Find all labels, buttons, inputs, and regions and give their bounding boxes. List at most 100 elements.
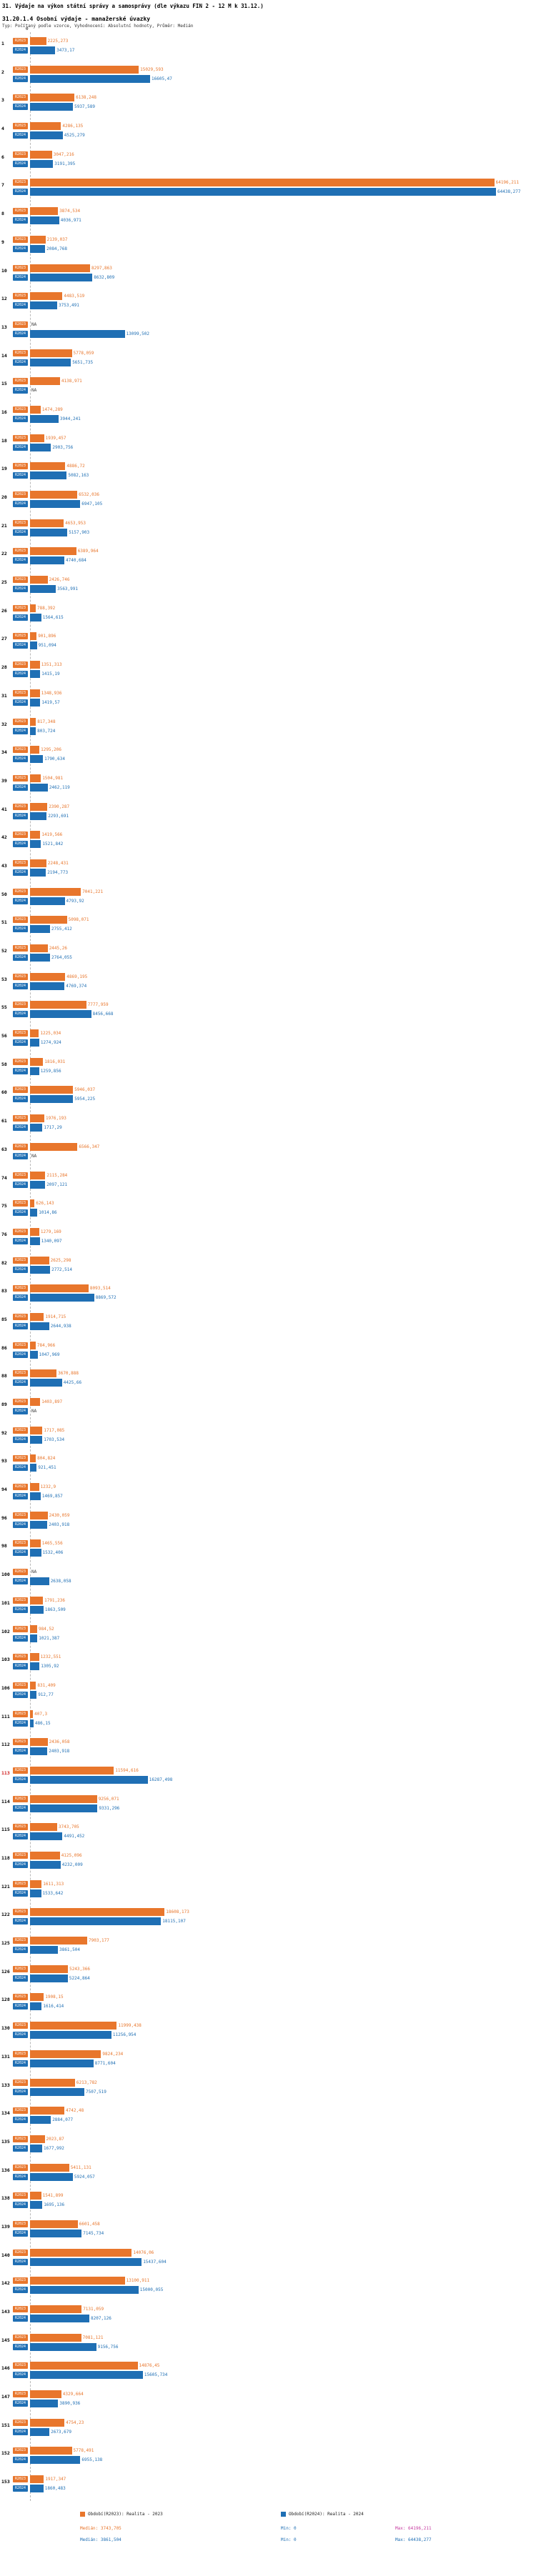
bar-r2023[interactable] [30, 972, 66, 981]
bar-r2023[interactable] [30, 1256, 49, 1264]
bar-r2023[interactable] [30, 689, 40, 697]
bar-r2024[interactable] [30, 1237, 40, 1245]
legend-item-r2023[interactable]: Období(R2023): Realita - 2023 [80, 2512, 163, 2517]
bar-r2023[interactable] [30, 491, 78, 499]
bar-r2024[interactable] [30, 1861, 61, 1869]
bar-r2023[interactable] [30, 2362, 138, 2370]
bar-r2023[interactable] [30, 2447, 72, 2455]
bar-r2023[interactable] [30, 1199, 35, 1208]
bar-r2024[interactable] [30, 2257, 142, 2266]
bar-r2024[interactable] [30, 1010, 91, 1019]
bar-r2023[interactable] [30, 2277, 125, 2285]
bar-r2023[interactable] [30, 717, 36, 726]
bar-r2023[interactable] [30, 831, 41, 839]
bar-r2024[interactable] [30, 273, 93, 281]
bar-r2023[interactable] [30, 1596, 44, 1604]
bar-r2024[interactable] [30, 1549, 41, 1557]
bar-r2024[interactable] [30, 216, 59, 225]
bar-r2023[interactable] [30, 2163, 69, 2172]
bar-r2023[interactable] [30, 944, 48, 952]
bar-r2024[interactable] [30, 1067, 39, 1075]
bar-r2024[interactable] [30, 954, 50, 962]
bar-r2023[interactable] [30, 1794, 97, 1803]
bar-r2023[interactable] [30, 1738, 48, 1747]
bar-r2024[interactable] [30, 414, 59, 423]
bar-r2023[interactable] [30, 292, 63, 301]
bar-r2024[interactable] [30, 1209, 38, 1217]
bar-r2024[interactable] [30, 244, 46, 253]
bar-r2023[interactable] [30, 434, 44, 442]
bar-r2023[interactable] [30, 462, 66, 471]
bar-r2023[interactable] [30, 1284, 89, 1293]
bar-r2023[interactable] [30, 1227, 39, 1236]
bar-r2023[interactable] [30, 150, 52, 159]
bar-r2024[interactable] [30, 783, 48, 792]
bar-r2024[interactable] [30, 585, 56, 594]
bar-r2024[interactable] [30, 329, 125, 338]
bar-r2023[interactable] [30, 1426, 43, 1434]
bar-r2023[interactable] [30, 2248, 132, 2257]
bar-r2024[interactable] [30, 840, 41, 849]
bar-r2024[interactable] [30, 727, 36, 735]
bar-r2024[interactable] [30, 1719, 34, 1727]
bar-r2023[interactable] [30, 916, 67, 924]
bar-r2024[interactable] [30, 1464, 37, 1472]
bar-r2024[interactable] [30, 982, 65, 990]
bar-r2023[interactable] [30, 377, 60, 386]
bar-r2024[interactable] [30, 1294, 94, 1302]
bar-r2023[interactable] [30, 1709, 34, 1718]
bar-r2023[interactable] [30, 1823, 57, 1832]
bar-r2024[interactable] [30, 1634, 38, 1642]
bar-r2023[interactable] [30, 2078, 75, 2087]
bar-r2024[interactable] [30, 1379, 62, 1387]
bar-r2024[interactable] [30, 2087, 84, 2096]
bar-r2023[interactable] [30, 576, 48, 584]
bar-r2024[interactable] [30, 2371, 143, 2380]
bar-r2024[interactable] [30, 925, 50, 934]
bar-r2023[interactable] [30, 1057, 44, 1066]
bar-r2024[interactable] [30, 1974, 68, 1982]
bar-r2023[interactable] [30, 2135, 45, 2143]
bar-r2023[interactable] [30, 632, 37, 641]
bar-r2023[interactable] [30, 2107, 64, 2115]
bar-r2024[interactable] [30, 1775, 148, 1784]
bar-r2023[interactable] [30, 1454, 36, 1463]
bar-r2024[interactable] [30, 1124, 43, 1132]
bar-r2023[interactable] [30, 1341, 36, 1349]
bar-r2023[interactable] [30, 37, 46, 45]
bar-r2024[interactable] [30, 103, 74, 111]
bar-r2024[interactable] [30, 159, 54, 168]
bar-r2023[interactable] [30, 207, 59, 216]
bar-r2023[interactable] [30, 547, 76, 556]
bar-r2023[interactable] [30, 2192, 41, 2200]
bar-r2024[interactable] [30, 2002, 42, 2011]
bar-r2024[interactable] [30, 2144, 42, 2152]
bar-r2024[interactable] [30, 2456, 81, 2465]
bar-r2023[interactable] [30, 2475, 44, 2484]
bar-r2023[interactable] [30, 1171, 46, 1179]
bar-r2024[interactable] [30, 2059, 94, 2067]
bar-r2024[interactable] [30, 1577, 49, 1586]
bar-r2024[interactable] [30, 1804, 98, 1812]
bar-r2024[interactable] [30, 2229, 82, 2237]
bar-r2024[interactable] [30, 1492, 41, 1501]
bar-r2024[interactable] [30, 2485, 44, 2493]
bar-r2024[interactable] [30, 670, 41, 679]
bar-r2023[interactable] [30, 2050, 101, 2058]
bar-r2023[interactable] [30, 405, 41, 414]
bar-r2024[interactable] [30, 613, 41, 621]
bar-r2024[interactable] [30, 1350, 38, 1359]
bar-r2023[interactable] [30, 65, 139, 74]
bar-r2024[interactable] [30, 500, 81, 508]
bar-r2024[interactable] [30, 2342, 96, 2351]
bar-r2024[interactable] [30, 2400, 59, 2408]
bar-r2023[interactable] [30, 1965, 69, 1973]
bar-r2024[interactable] [30, 1180, 46, 1189]
bar-r2024[interactable] [30, 812, 47, 820]
bar-r2023[interactable] [30, 235, 46, 244]
bar-r2024[interactable] [30, 2427, 50, 2436]
bar-r2023[interactable] [30, 94, 75, 102]
bar-r2024[interactable] [30, 1322, 49, 1330]
bar-r2024[interactable] [30, 2031, 111, 2040]
bar-r2024[interactable] [30, 1520, 48, 1529]
